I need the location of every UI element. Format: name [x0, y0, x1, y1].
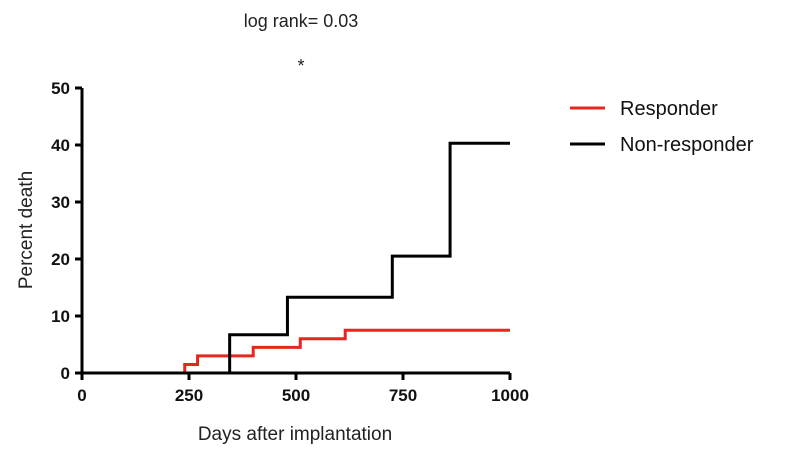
axes: 0 250 500 750 1000 0 10 20 30 40 50	[51, 79, 529, 405]
series-layer	[82, 141, 510, 375]
series-line-responder	[82, 328, 510, 375]
x-tick-label: 500	[282, 386, 310, 405]
x-tick-label: 0	[77, 386, 86, 405]
legend-label: Non-responder	[620, 134, 754, 156]
x-tick-label: 750	[389, 386, 417, 405]
y-tick-label: 0	[61, 364, 70, 383]
x-axis-label: Days after implantation	[198, 424, 392, 445]
chart-title: log rank= 0.03	[244, 11, 359, 31]
y-tick-label: 50	[51, 79, 70, 98]
y-tick-label: 40	[51, 136, 70, 155]
series-line-non-responder	[82, 141, 510, 375]
x-tick-label: 250	[175, 386, 203, 405]
significance-marker: *	[297, 56, 304, 76]
y-tick-label: 20	[51, 250, 70, 269]
y-tick-label: 30	[51, 193, 70, 212]
legend: Responder Non-responder	[570, 98, 754, 156]
legend-label: Responder	[620, 98, 718, 120]
y-axis-label: Percent death	[16, 171, 37, 289]
x-tick-label: 1000	[491, 386, 529, 405]
y-tick-label: 10	[51, 307, 70, 326]
